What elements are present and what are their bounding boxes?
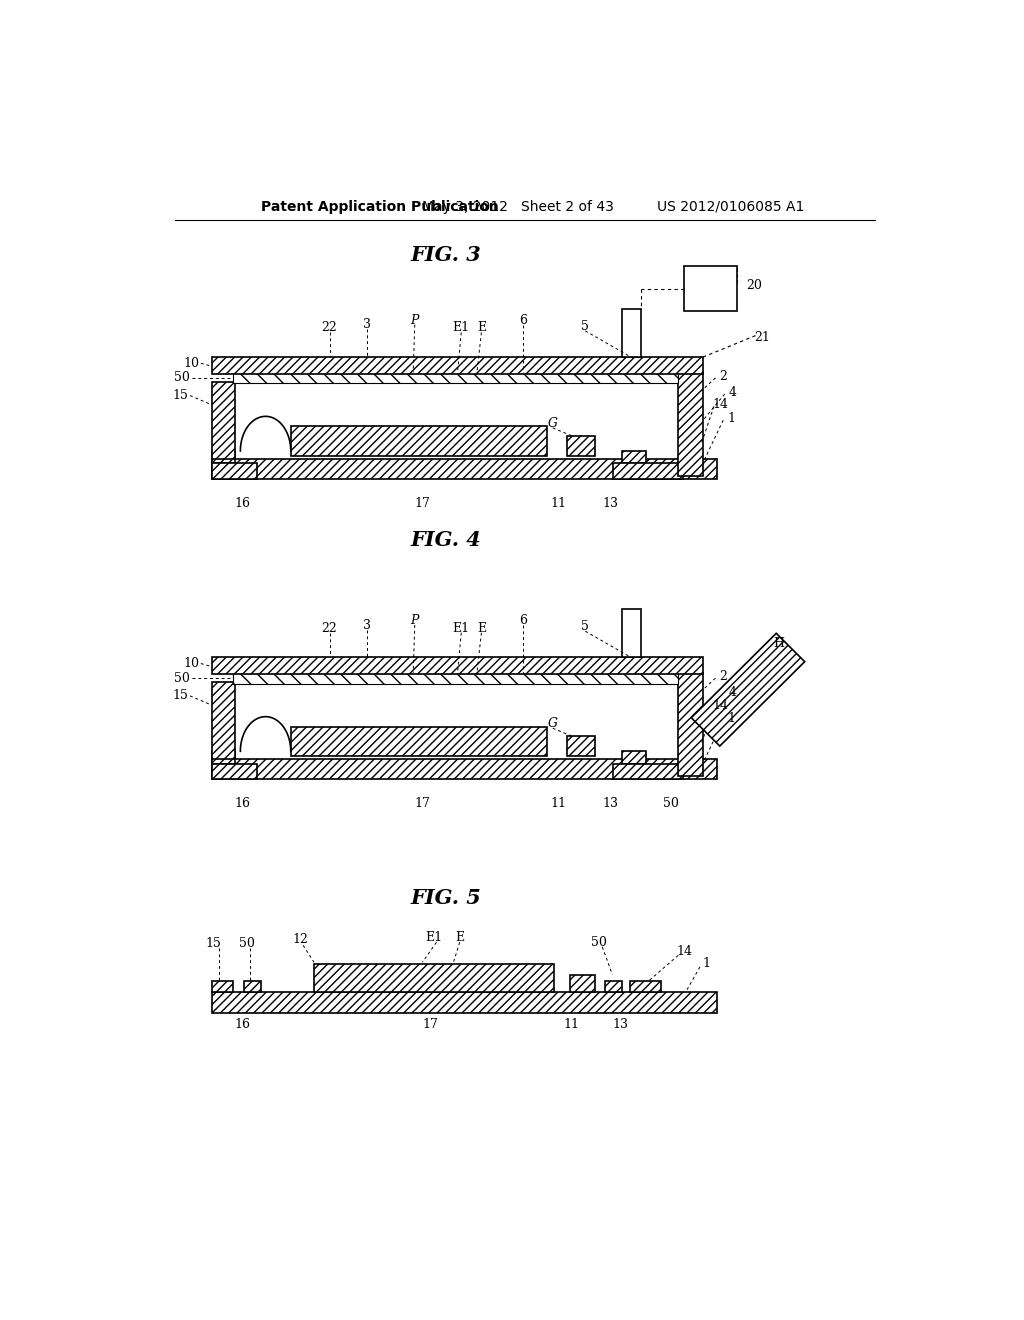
Text: FIG. 3: FIG. 3 [411,244,481,264]
Text: US 2012/0106085 A1: US 2012/0106085 A1 [657,199,805,214]
Bar [212,991,717,1014]
Text: 17: 17 [415,496,430,510]
Text: 14: 14 [677,945,692,958]
Text: 1: 1 [727,412,735,425]
Text: 50: 50 [174,672,190,685]
Text: 13: 13 [602,797,618,810]
Text: 50: 50 [591,936,607,949]
Bar [623,751,646,763]
Text: 13: 13 [613,1018,629,1031]
Polygon shape [691,634,805,746]
Text: 14: 14 [712,698,728,711]
Text: 16: 16 [234,496,251,510]
Text: 2: 2 [719,671,727,684]
Text: 5: 5 [582,319,589,333]
Text: 11: 11 [551,797,567,810]
Bar [212,981,233,991]
Text: 14: 14 [712,399,728,412]
Bar [212,657,703,675]
Text: E1: E1 [453,622,470,635]
Text: E: E [477,321,486,334]
Text: FIG. 5: FIG. 5 [411,887,481,908]
Text: 11: 11 [551,496,567,510]
Bar [605,981,623,991]
Bar [212,763,257,779]
Bar [212,463,257,479]
Bar [566,436,595,455]
Text: 13: 13 [602,496,618,510]
Text: FIG. 4: FIG. 4 [411,529,481,549]
Bar [613,763,683,779]
Text: 6: 6 [519,314,527,326]
Text: E1: E1 [453,321,470,334]
Bar [232,673,678,684]
Bar [678,673,703,776]
Text: 50: 50 [174,371,190,384]
Bar [212,459,717,479]
Text: 20: 20 [746,279,762,292]
Text: 17: 17 [422,1018,438,1031]
Text: 17: 17 [415,797,430,810]
Bar [314,964,554,991]
Bar [212,751,234,763]
Text: 1: 1 [727,713,735,726]
Text: 11: 11 [563,1018,580,1031]
Text: 16: 16 [234,1018,251,1031]
Bar [566,737,595,756]
Text: G: G [548,417,558,430]
Text: 22: 22 [322,321,337,334]
Bar [678,372,703,475]
Bar [613,463,683,479]
Text: 3: 3 [362,619,371,631]
Bar [622,309,641,358]
Bar [245,981,261,991]
Text: 6: 6 [519,614,527,627]
Bar [684,267,737,312]
Bar [212,356,703,374]
Bar [291,726,547,756]
Text: E1: E1 [426,931,442,944]
Text: 10: 10 [183,356,200,370]
Text: 50: 50 [663,797,679,810]
Text: 5: 5 [582,620,589,634]
Bar [212,381,234,459]
Text: 22: 22 [322,622,337,635]
Text: E: E [477,622,486,635]
Text: 15: 15 [173,389,188,403]
Bar [212,682,234,759]
Bar [623,451,646,463]
Text: 15: 15 [173,689,188,702]
Text: Patent Application Publication: Patent Application Publication [261,199,499,214]
Bar [630,981,662,991]
Bar [622,609,641,657]
Text: 50: 50 [240,937,255,950]
Text: G: G [548,717,558,730]
Bar [212,451,234,463]
Text: 21: 21 [754,330,770,343]
Text: 4: 4 [728,686,736,700]
Text: 2: 2 [719,370,727,383]
Text: E: E [455,931,464,944]
Bar [212,759,717,779]
Bar [232,372,678,383]
Text: May 3, 2012   Sheet 2 of 43: May 3, 2012 Sheet 2 of 43 [423,199,614,214]
Text: P: P [411,314,419,326]
Text: 16: 16 [234,797,251,810]
Text: 3: 3 [362,318,371,331]
Bar [291,426,547,455]
Text: 1: 1 [702,957,711,970]
Text: H: H [773,638,784,649]
Text: 4: 4 [728,385,736,399]
Text: 12: 12 [292,933,308,946]
Text: P: P [411,614,419,627]
Text: 10: 10 [183,657,200,671]
Text: 15: 15 [206,937,221,950]
Bar [569,974,595,991]
